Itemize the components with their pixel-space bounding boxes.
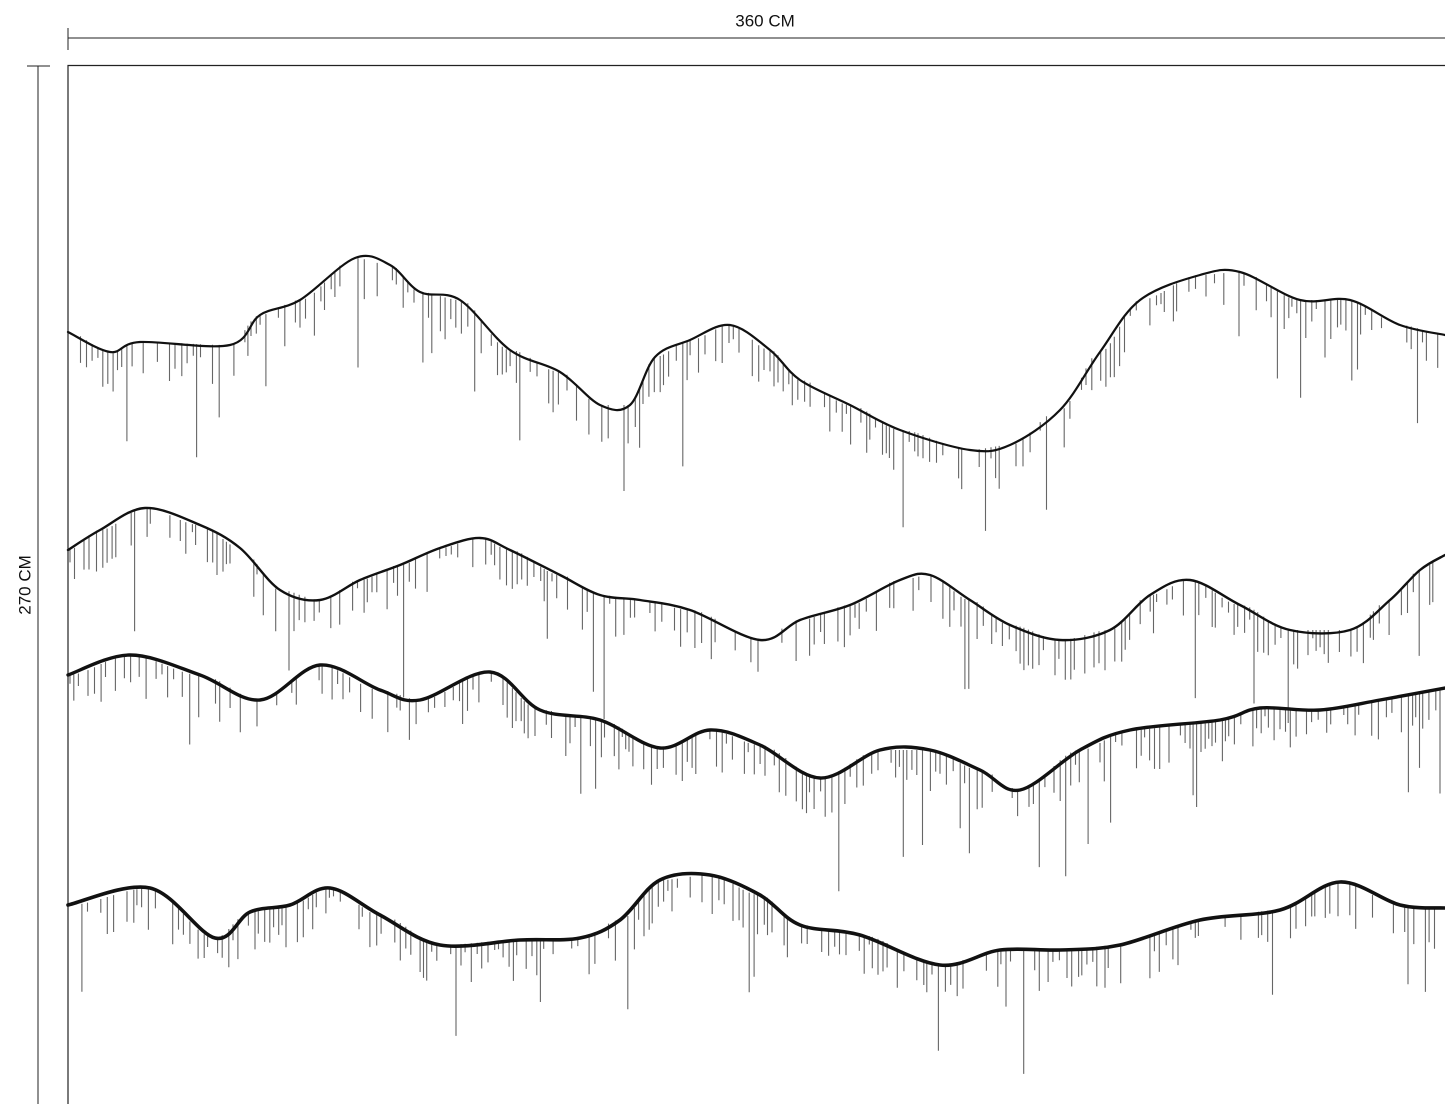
wave-line [66,254,1445,453]
drips [81,875,1436,1074]
wave-line [66,871,1445,968]
width-label: 360 CM [735,11,795,30]
wave-line [66,506,1445,642]
drips [79,258,1439,531]
drips [69,655,1441,892]
drips [69,508,1434,723]
height-label: 270 CM [15,555,34,615]
panel-frame [67,64,1445,1104]
wave-line [66,653,1445,793]
wave-artwork [66,254,1445,1074]
